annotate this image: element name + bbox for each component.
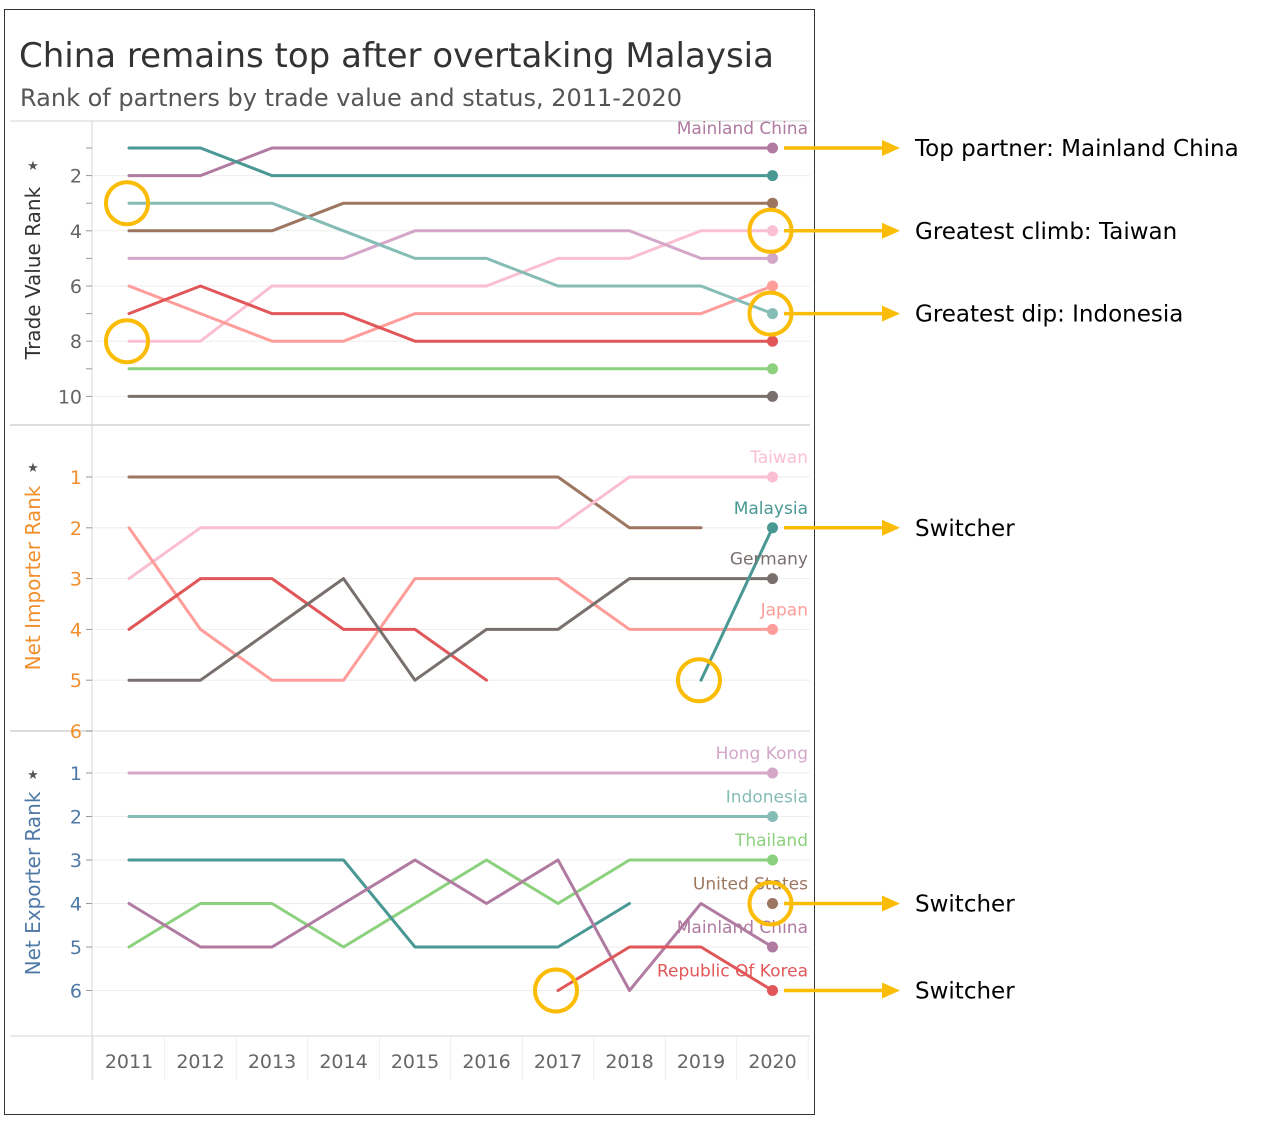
highlight-circle [104,318,150,365]
x-tick-label: 2020 [748,1051,796,1073]
end-point-mainland-china [767,142,778,154]
y-tick-label: 4 [70,221,82,243]
end-point-republic-of-korea [767,985,778,996]
x-tick-label: 2018 [605,1051,653,1073]
series-line-malaysia [127,146,774,178]
y-tick-label: 2 [70,166,82,188]
y-tick-label: 4 [70,619,82,641]
chart-subtitle: Rank of partners by trade value and stat… [20,84,683,112]
annotation-arrowhead [882,982,900,999]
y-tick-label: 8 [70,331,82,353]
pin-icon: ★ [27,768,39,783]
series-line-indonesia [127,201,774,316]
y-axis-label: Net Exporter Rank [21,791,45,975]
end-label: United States [693,875,808,895]
x-tick-label: 2016 [462,1051,510,1073]
end-point-hong-kong [767,767,778,779]
end-point-japan [767,280,778,292]
series-line-germany [127,201,774,233]
x-tick-label: 2019 [677,1051,725,1073]
end-point-thailand [767,363,778,375]
annotation-arrowhead [882,222,900,239]
series-line-republic-of-korea [127,284,774,343]
end-point-malaysia [767,522,778,534]
end-point-malaysia [767,170,778,182]
series-line-malaysia [699,526,774,682]
end-label: Mainland China [677,918,808,938]
end-label: Japan [760,600,808,620]
y-tick-label: 6 [70,981,82,1003]
y-axis-label: Trade Value Rank [21,186,45,360]
end-point-taiwan [767,225,778,237]
annotation-arrowhead [882,895,900,912]
y-tick-label: 10 [58,386,82,408]
end-point-thailand [767,854,778,866]
y-tick-label: 5 [70,670,82,692]
series-line-mainland-china [127,146,774,178]
y-tick-label: 5 [70,937,82,959]
annotation-arrowhead [882,140,900,156]
annotation-text: Greatest climb: Taiwan [915,219,1177,245]
chart-title: China remains top after overtaking Malay… [19,36,774,76]
annotation-text: Switcher [915,892,1015,918]
x-tick-label: 2014 [319,1051,367,1073]
x-tick-label: 2011 [105,1051,153,1073]
y-tick-label: 4 [70,894,82,916]
annotation-text: Switcher [915,516,1015,542]
end-label: Mainland China [677,119,808,139]
highlight-circle [104,180,150,227]
series-line-japan [127,284,774,343]
end-point-germany [767,197,778,209]
end-label: Hong Kong [716,744,808,764]
series-line-hong-kong [127,229,774,260]
end-label: Taiwan [749,448,808,468]
end-point-japan [767,623,778,635]
y-tick-label: 2 [70,807,82,829]
annotation-text: Switcher [915,979,1015,1005]
end-point-republic-of-korea [767,335,778,347]
pin-icon: ★ [27,461,39,476]
y-tick-label: 3 [70,569,82,591]
highlight-circle [533,967,579,1014]
annotation-text: Top partner: Mainland China [914,136,1239,162]
y-axis-label: Net Importer Rank [21,485,45,670]
annotation-arrowhead [882,305,900,322]
end-point-indonesia [767,308,778,320]
end-point-mainland-china [767,941,778,953]
annotation-text: Greatest dip: Indonesia [915,302,1183,328]
end-point-indonesia [767,811,778,822]
annotation-arrowhead [882,519,900,536]
series-line-taiwan [127,475,774,581]
end-label: Malaysia [734,499,808,519]
end-label: Thailand [734,831,808,851]
end-point-united-states [767,573,778,585]
x-tick-label: 2012 [176,1051,224,1073]
series-line-malaysia [127,858,631,949]
y-tick-label: 6 [70,721,82,743]
y-tick-label: 6 [70,276,82,298]
series-line-united-states [127,577,774,682]
series-line-republic-of-korea [556,945,774,992]
pin-icon: ★ [27,159,39,174]
end-label: Republic Of Korea [657,962,808,982]
series-line-germany-early [127,475,703,530]
end-point-united-states [767,390,778,402]
series-line-japan [127,526,774,682]
y-tick-label: 3 [70,850,82,872]
end-label: Indonesia [726,788,808,808]
y-tick-label: 1 [70,763,82,785]
x-tick-label: 2015 [391,1051,439,1073]
chart-frame: China remains top after overtaking Malay… [4,9,815,1115]
highlight-circle [676,657,722,704]
end-point-united-states [767,898,778,909]
y-tick-label: 2 [70,518,82,540]
x-tick-label: 2013 [248,1051,296,1073]
end-point-hong-kong [767,252,778,264]
x-tick-label: 2017 [534,1051,582,1073]
end-point-taiwan [767,471,778,483]
end-label: Germany [730,550,808,570]
y-tick-label: 1 [70,467,82,489]
